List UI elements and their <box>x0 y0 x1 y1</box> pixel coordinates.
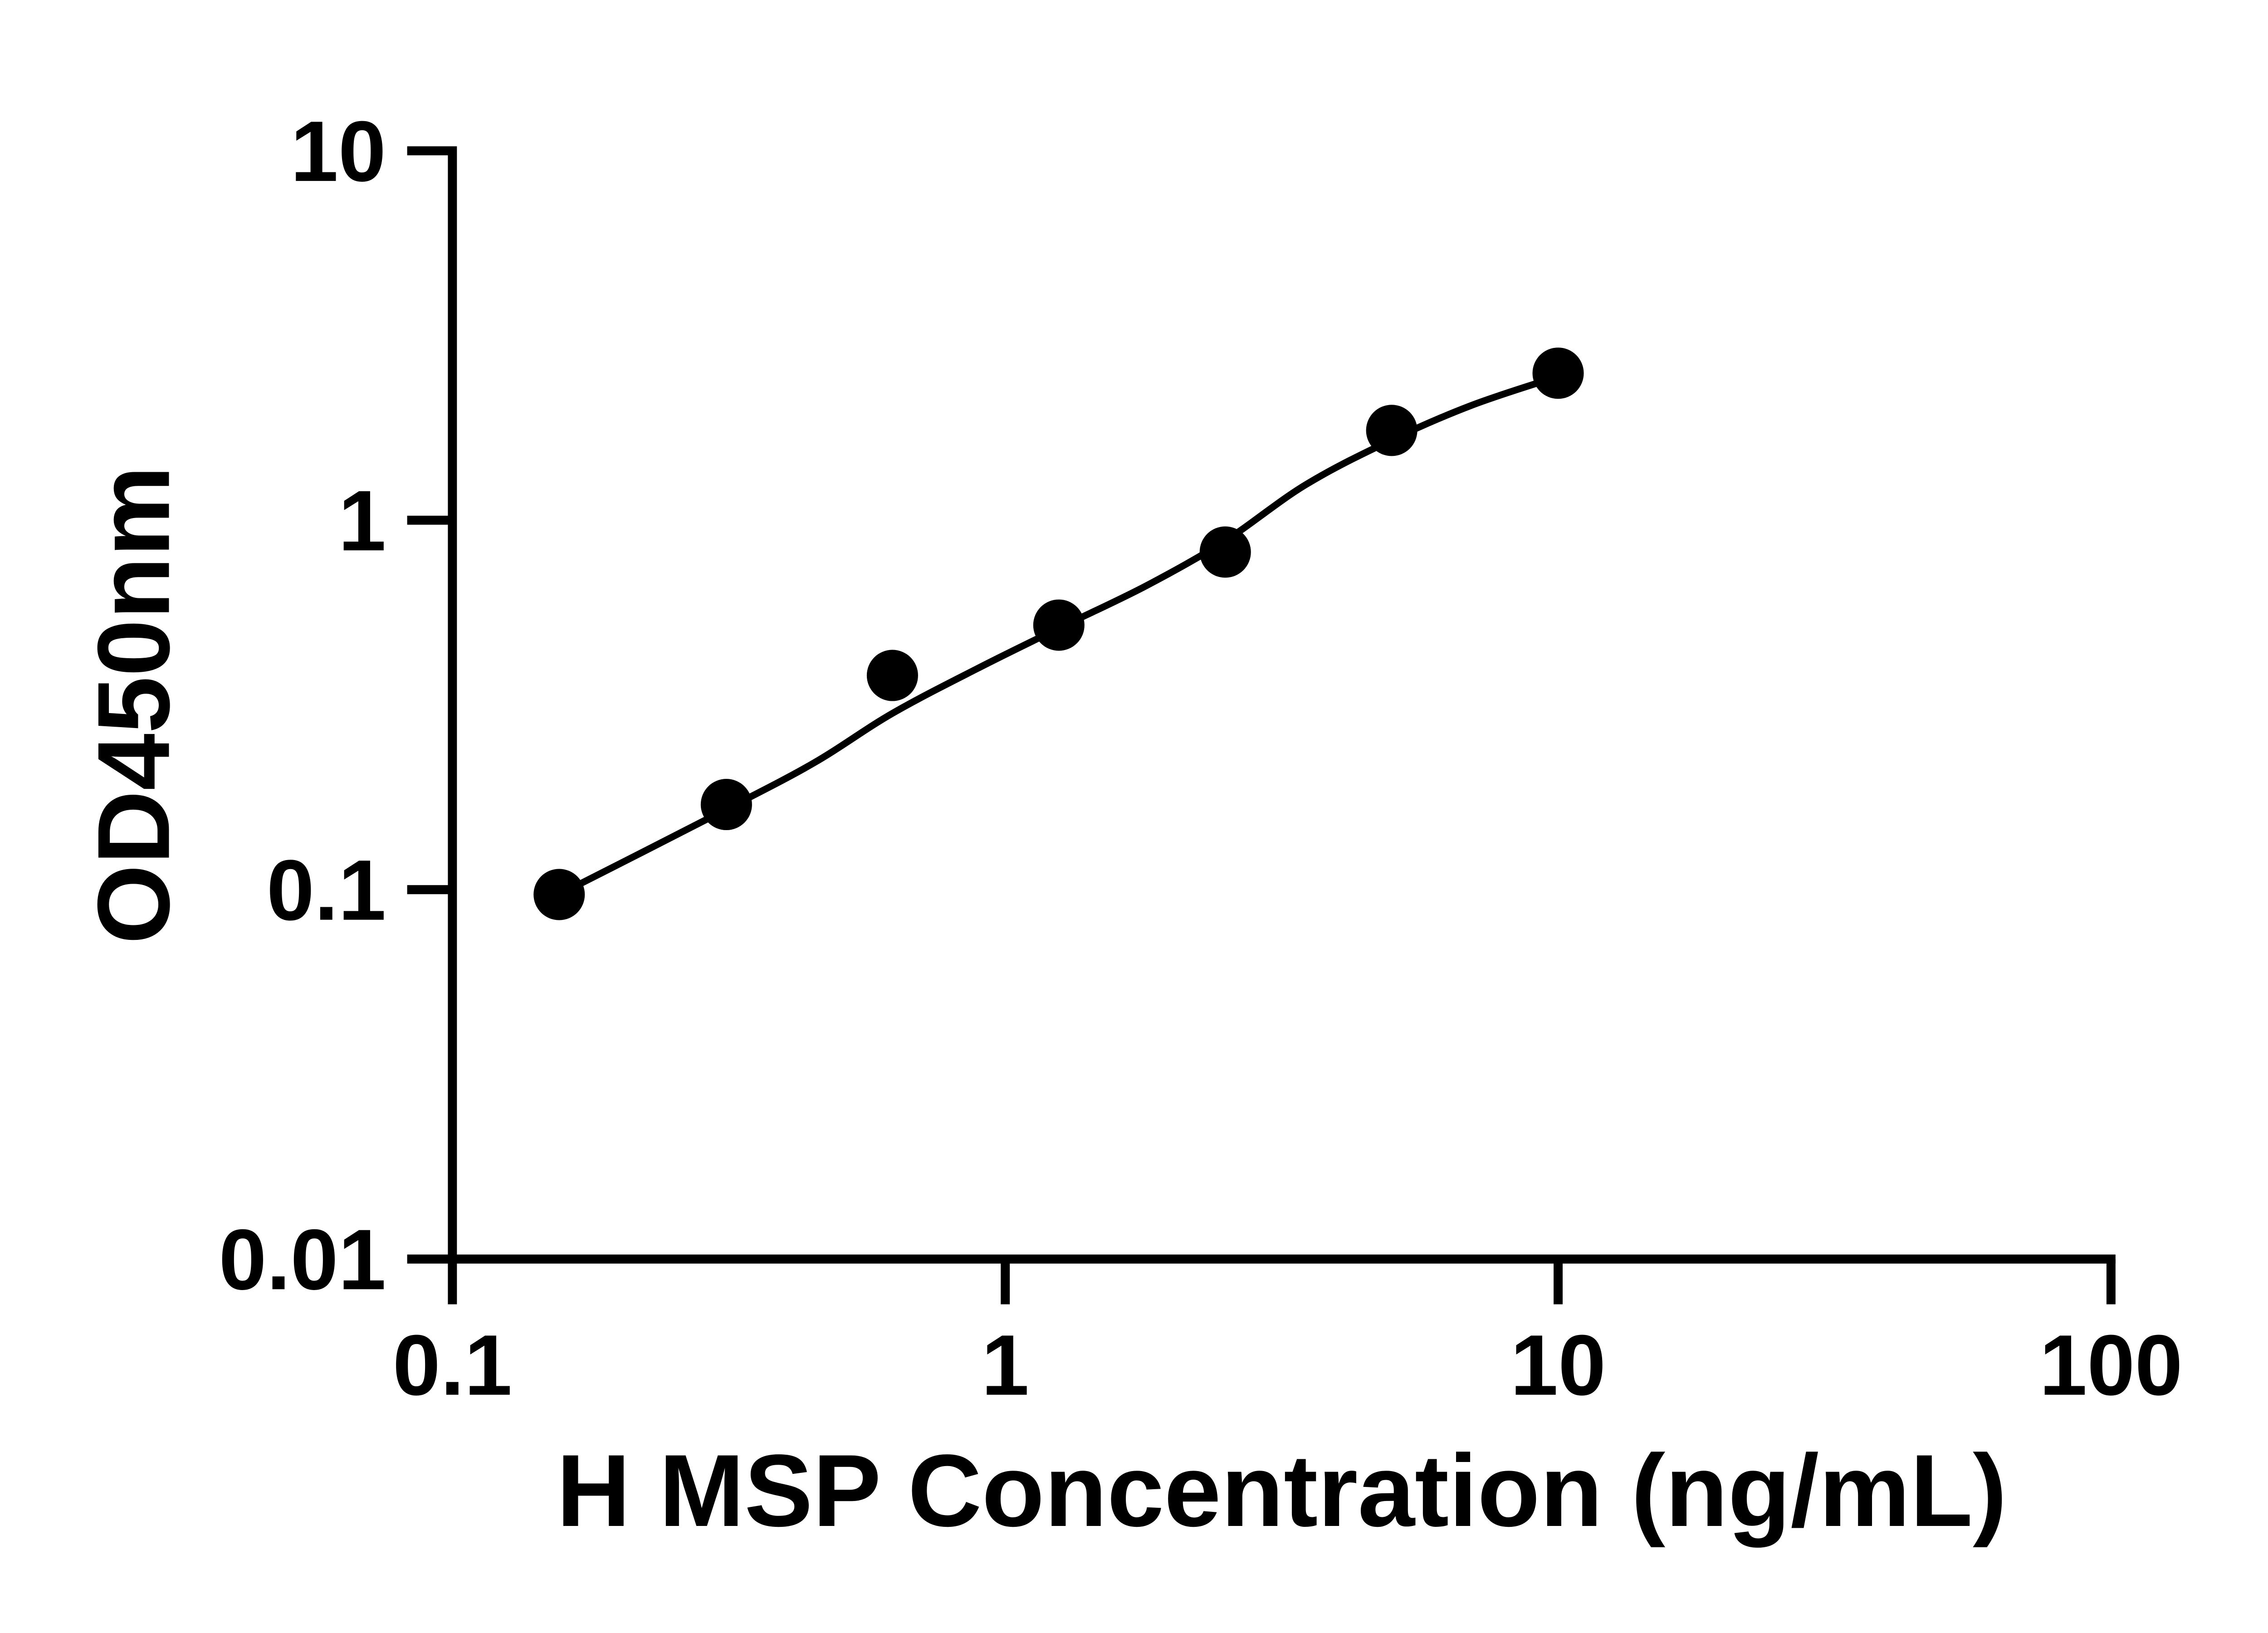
y-tick-label: 1 <box>338 473 386 569</box>
y-tick-label: 0.1 <box>267 842 386 939</box>
x-axis-title: H MSP Concentration (ng/mL) <box>557 1433 2007 1548</box>
axes <box>448 146 2116 1264</box>
axis-ticks <box>407 146 2116 1305</box>
data-point <box>866 650 918 701</box>
x-tick-label: 1 <box>982 1317 1029 1413</box>
y-axis-title: OD450nm <box>76 465 191 944</box>
x-tick-label: 100 <box>2039 1317 2183 1413</box>
data-point <box>1199 526 1251 578</box>
data-point <box>1366 405 1418 456</box>
data-point <box>700 779 752 831</box>
x-tick-label: 0.1 <box>393 1317 512 1413</box>
data-points-group <box>533 347 1584 920</box>
data-point <box>1033 599 1085 651</box>
y-tick-label: 0.01 <box>219 1212 386 1308</box>
x-tick-label: 10 <box>1510 1317 1606 1413</box>
data-point <box>1532 347 1584 399</box>
y-tick-label: 10 <box>290 103 386 200</box>
data-point <box>533 869 585 920</box>
